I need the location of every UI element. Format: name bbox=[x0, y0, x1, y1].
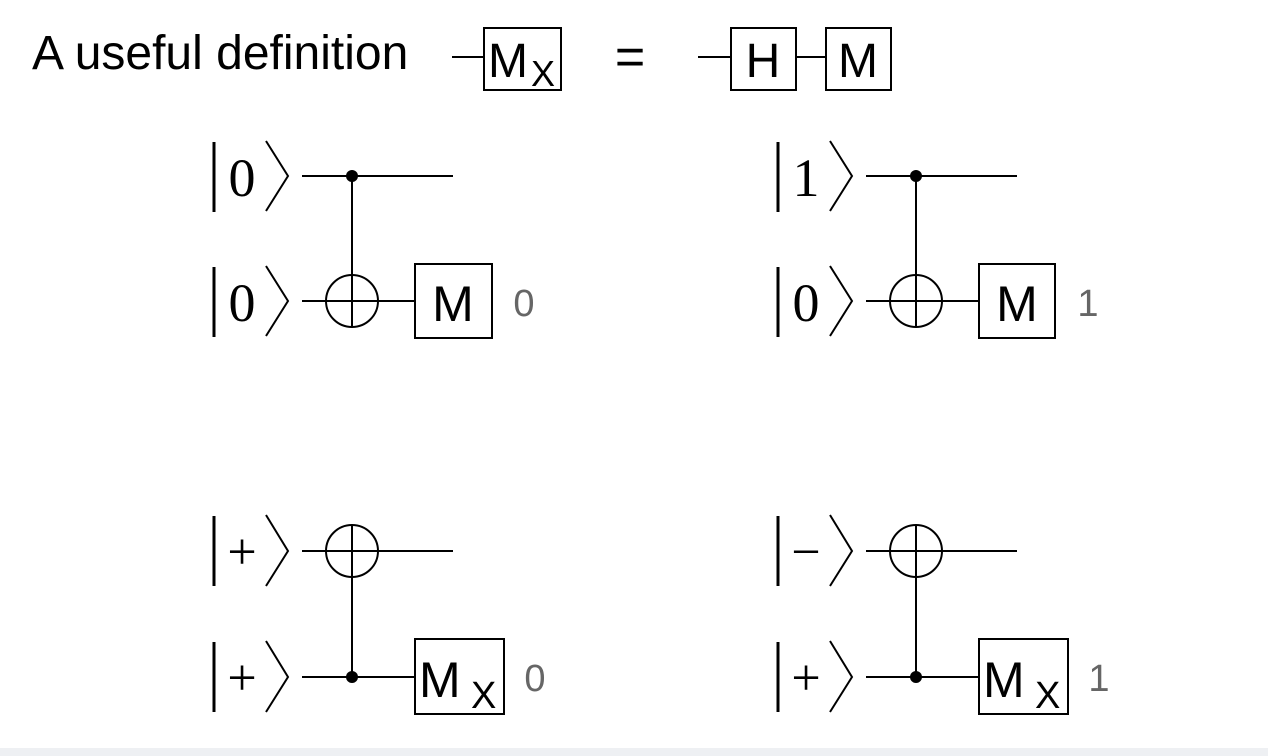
mx-gate-label: M bbox=[419, 652, 461, 708]
ket-bottom: 0 bbox=[776, 265, 854, 337]
ket-angle bbox=[829, 140, 854, 212]
ket-angle bbox=[265, 140, 290, 212]
h-gate-label: H bbox=[746, 35, 781, 88]
ket-top-label: 0 bbox=[229, 148, 256, 208]
circuit-one-zero: 1 0 M 1 bbox=[776, 140, 1099, 339]
mx-gate-box bbox=[414, 638, 505, 715]
control-dot bbox=[346, 170, 358, 182]
lhs-gate-label: M bbox=[488, 35, 528, 88]
ket-bottom: + bbox=[776, 640, 854, 713]
circuit-plus-plus: + + M X 0 bbox=[212, 514, 546, 717]
m-gate-label: M bbox=[838, 35, 878, 88]
ket-bottom-label: 0 bbox=[229, 273, 256, 333]
measure-gate-box bbox=[978, 263, 1056, 339]
ket-top-label: − bbox=[791, 524, 820, 581]
ket-bottom: + bbox=[212, 640, 290, 713]
ket-top-label: + bbox=[227, 524, 256, 581]
ket-angle bbox=[829, 640, 854, 713]
definition-title: A useful definition bbox=[32, 27, 409, 80]
definition-equation: M X = H M bbox=[452, 27, 892, 94]
ket-angle bbox=[265, 514, 290, 587]
ket-angle bbox=[829, 514, 854, 587]
lhs-mx-gate-box bbox=[483, 27, 562, 91]
ket-bottom-label: + bbox=[791, 650, 820, 707]
ket-top: 0 bbox=[212, 140, 290, 212]
oplus-crossbars bbox=[326, 300, 942, 552]
equals-sign: = bbox=[615, 28, 645, 86]
mx-gate-label: M bbox=[983, 652, 1025, 708]
m-gate-box bbox=[825, 27, 892, 91]
ket-bottom-label: + bbox=[227, 650, 256, 707]
measure-gate-label: M bbox=[996, 276, 1038, 332]
ket-top-label: 1 bbox=[793, 148, 820, 208]
measure-gate-label: M bbox=[432, 276, 474, 332]
ket-bottom-label: 0 bbox=[793, 273, 820, 333]
mx-gate-box bbox=[978, 638, 1069, 715]
mx-gate-subscript: X bbox=[1035, 675, 1060, 717]
ket-top: 1 bbox=[776, 140, 854, 212]
ket-bottom: 0 bbox=[212, 265, 290, 337]
control-dot bbox=[346, 671, 358, 683]
lhs-gate-subscript: X bbox=[531, 53, 555, 94]
mx-gate-subscript: X bbox=[471, 675, 496, 717]
outcome-label: 1 bbox=[1088, 658, 1109, 700]
circuit-zero-zero: 0 0 M 0 bbox=[212, 140, 535, 339]
control-dot bbox=[910, 170, 922, 182]
outcome-label: 1 bbox=[1077, 283, 1098, 325]
ket-top: + bbox=[212, 514, 290, 587]
ket-angle bbox=[265, 640, 290, 713]
ket-angle bbox=[265, 265, 290, 337]
ket-top: − bbox=[776, 514, 854, 587]
circuit-minus-plus: − + M X 1 bbox=[776, 514, 1110, 717]
outcome-label: 0 bbox=[513, 283, 534, 325]
bottom-strip bbox=[0, 748, 1268, 756]
measure-gate-box bbox=[414, 263, 493, 339]
outcome-label: 0 bbox=[524, 658, 545, 700]
control-dot bbox=[910, 671, 922, 683]
ket-angle bbox=[829, 265, 854, 337]
h-gate-box bbox=[730, 27, 797, 91]
